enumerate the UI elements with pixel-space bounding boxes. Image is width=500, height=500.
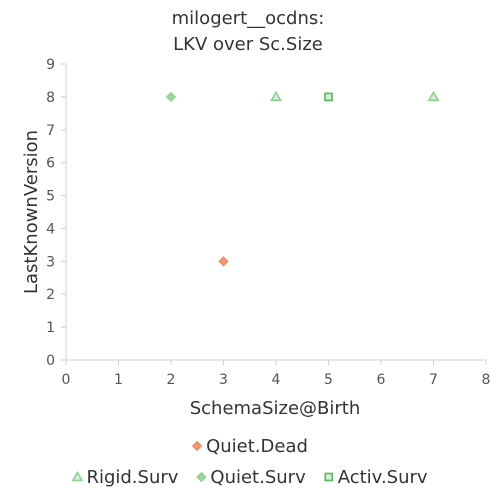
y-axis-label: LastKnownVersion <box>21 130 42 294</box>
legend-item: Activ.Surv <box>324 467 428 488</box>
legend-label: Rigid.Surv <box>86 467 178 488</box>
legend-item: Rigid.Surv <box>71 467 179 488</box>
legend-marker <box>324 472 334 482</box>
y-tick-label: 0 <box>46 353 55 369</box>
legend-label: Activ.Surv <box>338 467 428 488</box>
y-tick-label: 3 <box>46 254 55 270</box>
x-tick-label: 5 <box>324 372 333 388</box>
point-quiet-surv <box>165 91 177 103</box>
point-activ-surv <box>324 92 333 102</box>
chart-title: milogert__ocdns: LKV over Sc.Size <box>172 8 325 55</box>
y-tick-label: 1 <box>46 320 55 336</box>
point-rigid-surv <box>427 90 440 102</box>
y-tick-label: 7 <box>46 123 55 139</box>
x-tick-label: 3 <box>219 372 228 388</box>
legend-marker <box>191 440 203 452</box>
y-tick-label: 9 <box>46 57 55 73</box>
x-tick-label: 8 <box>482 372 491 388</box>
axes <box>65 64 487 361</box>
x-tick-label: 7 <box>429 372 438 388</box>
y-tick-label: 5 <box>46 189 55 205</box>
legend-label: Quiet.Surv <box>210 467 306 488</box>
chart-title-line-2: LKV over Sc.Size <box>173 34 323 55</box>
legend-marker <box>71 470 84 482</box>
point-rigid-surv <box>270 90 282 102</box>
y-tick-label: 2 <box>46 287 55 303</box>
x-tick-label: 2 <box>167 372 176 388</box>
legend: Quiet.Dead Rigid.Surv Quiet.Surv Activ.Surv <box>71 436 428 488</box>
data-points <box>165 90 440 267</box>
legend-marker <box>196 471 207 483</box>
x-tick-label: 4 <box>272 372 281 388</box>
y-tick-label: 4 <box>46 221 55 237</box>
x-axis-label: SchemaSize@Birth <box>190 398 361 419</box>
x-tick-label: 6 <box>377 372 386 388</box>
chart-title-line-1: milogert__ocdns: <box>172 8 325 29</box>
ticks: 0 1 2 3 4 5 6 7 8 0 1 2 3 4 5 6 7 8 9 <box>46 57 490 388</box>
x-tick-label: 0 <box>62 372 71 388</box>
y-tick-label: 8 <box>46 90 55 106</box>
legend-label: Quiet.Dead <box>206 436 308 457</box>
point-quiet-dead <box>218 256 229 267</box>
x-tick-label: 1 <box>114 372 123 388</box>
legend-item: Quiet.Dead <box>191 436 308 457</box>
legend-item: Quiet.Surv <box>196 467 306 488</box>
y-tick-label: 6 <box>46 156 55 172</box>
